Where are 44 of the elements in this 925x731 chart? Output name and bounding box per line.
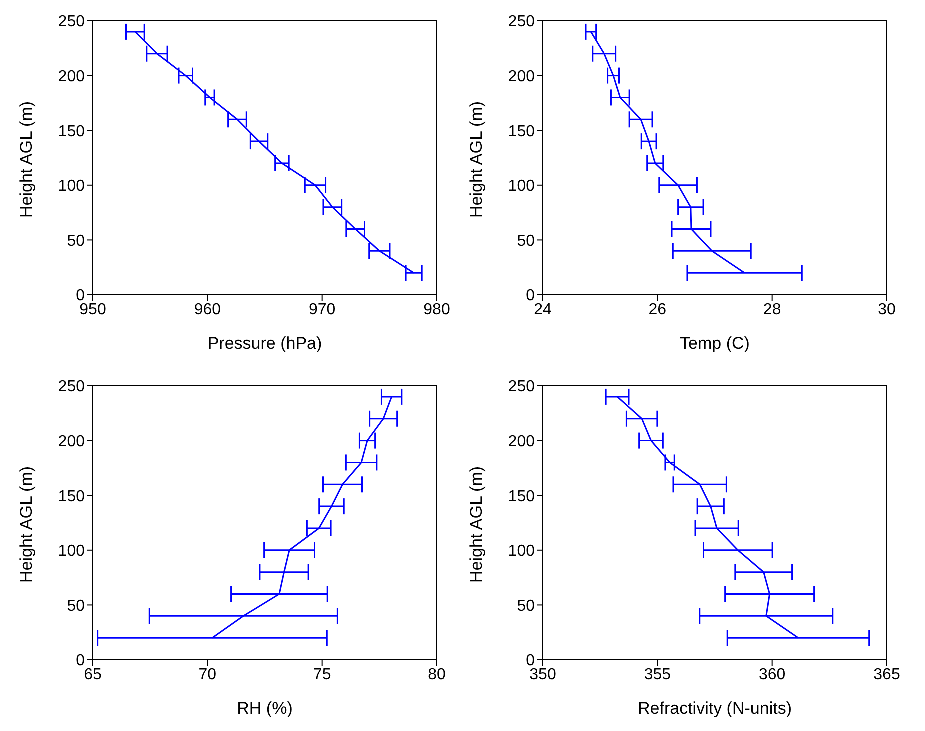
- y-tick-label: 100: [508, 543, 536, 560]
- y-tick-label: 150: [58, 488, 86, 506]
- x-tick-label: 28: [763, 301, 782, 318]
- x-tick-label: 80: [428, 666, 446, 684]
- y-axis-title: Height AGL (m): [467, 466, 486, 583]
- y-tick-label: 0: [76, 652, 86, 670]
- y-tick-label: 50: [517, 232, 536, 250]
- x-tick-label: 360: [758, 666, 786, 684]
- y-tick-label: 150: [508, 488, 536, 506]
- x-tick-label: 970: [308, 301, 336, 318]
- x-tick-label: 75: [313, 666, 332, 684]
- y-axis-title: Height AGL (m): [467, 101, 486, 218]
- y-tick-label: 200: [508, 68, 536, 86]
- y-tick-label: 100: [58, 178, 86, 196]
- y-tick-label: 100: [508, 178, 536, 196]
- y-tick-label: 150: [58, 123, 86, 140]
- y-tick-label: 50: [517, 598, 536, 615]
- x-axis-title: Pressure (hPa): [208, 334, 322, 353]
- y-tick-label: 250: [508, 14, 536, 31]
- y-tick-label: 200: [58, 433, 86, 450]
- y-tick-label: 250: [58, 378, 86, 396]
- x-axis-title: Refractivity (N-units): [638, 699, 792, 718]
- x-tick-label: 24: [534, 301, 552, 318]
- y-tick-label: 50: [67, 598, 86, 615]
- x-tick-label: 980: [424, 301, 450, 318]
- x-tick-label: 70: [198, 666, 217, 684]
- x-axis-title: RH (%): [237, 699, 293, 718]
- x-tick-label: 365: [874, 666, 900, 684]
- x-tick-label: 65: [84, 666, 102, 684]
- y-tick-label: 150: [508, 123, 536, 140]
- y-tick-label: 100: [58, 543, 86, 560]
- y-tick-label: 200: [58, 68, 86, 86]
- x-axis-title: Temp (C): [680, 334, 750, 353]
- y-tick-label: 200: [508, 433, 536, 450]
- x-tick-label: 355: [644, 666, 672, 684]
- x-tick-label: 960: [194, 301, 222, 318]
- y-tick-label: 250: [58, 14, 86, 31]
- y-tick-label: 250: [508, 378, 536, 396]
- y-axis-title: Height AGL (m): [17, 101, 36, 218]
- x-tick-label: 30: [878, 301, 896, 318]
- y-tick-label: 50: [67, 232, 86, 250]
- y-tick-label: 0: [526, 288, 536, 305]
- y-axis-title: Height AGL (m): [17, 466, 36, 583]
- x-tick-label: 26: [648, 301, 667, 318]
